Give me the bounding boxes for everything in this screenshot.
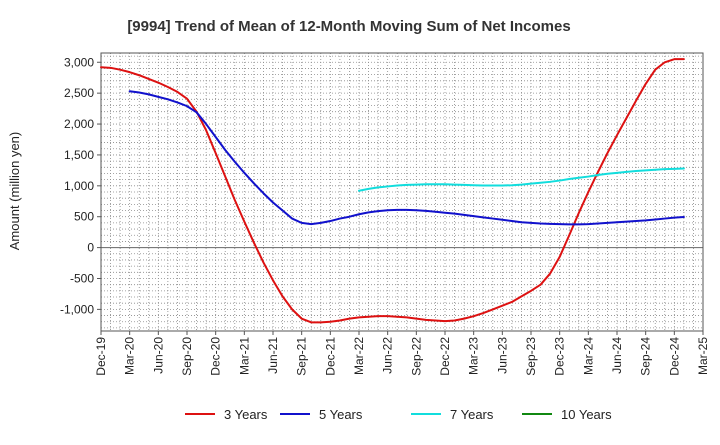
x-tick-label: Jun-23 — [495, 337, 509, 374]
y-tick-label: 3,000 — [64, 55, 94, 69]
x-tick-label: Jun-24 — [610, 337, 624, 374]
series-line-7-years — [358, 167, 685, 192]
chart-title: [9994] Trend of Mean of 12-Month Moving … — [127, 18, 570, 35]
legend-label-7-years: 7 Years — [450, 407, 494, 422]
y-tick-label: -500 — [70, 271, 94, 285]
plot-frame — [100, 52, 704, 332]
x-tick-label: Mar-21 — [237, 337, 251, 375]
y-tick-label: 1,500 — [64, 148, 94, 162]
y-axis-label: Amount (million yen) — [7, 132, 22, 251]
y-tick-label: 2,000 — [64, 117, 94, 131]
series-line-5-years — [128, 90, 685, 226]
x-tick-label: Sep-20 — [180, 337, 194, 376]
y-tick-label: 0 — [87, 241, 94, 255]
x-tick-label: Dec-23 — [553, 337, 567, 376]
x-tick-label: Jun-22 — [381, 337, 395, 374]
x-tick-label: Dec-21 — [323, 337, 337, 376]
y-tick-label: 1,000 — [64, 179, 94, 193]
plot-area: -1,000 -500 0 500 1,000 1,500 2,000 2,500 3,000 D… — [60, 52, 710, 376]
x-tick-label: Mar-25 — [696, 337, 710, 375]
x-tick-label: Dec-22 — [438, 337, 452, 376]
x-tick-label: Sep-22 — [409, 337, 423, 376]
x-tick-label: Mar-24 — [581, 337, 595, 375]
x-tick-label: Sep-21 — [295, 337, 309, 376]
y-tick-label: 500 — [74, 210, 94, 224]
y-tick-label: -1,000 — [60, 302, 94, 316]
x-tick-label: Dec-20 — [209, 337, 223, 376]
legend-label-10-years: 10 Years — [561, 407, 612, 422]
x-tick-label: Mar-23 — [467, 337, 481, 375]
x-tick-label: Sep-24 — [639, 337, 653, 376]
legend-label-3-years: 3 Years — [224, 407, 268, 422]
x-tick-label: Sep-23 — [524, 337, 538, 376]
x-tick-label: Jun-21 — [266, 337, 280, 374]
x-tick-label: Mar-22 — [352, 337, 366, 375]
y-tick-label: 2,500 — [64, 86, 94, 100]
x-tick-label: Dec-24 — [667, 337, 681, 376]
x-tick-label: Dec-19 — [94, 337, 108, 376]
x-tick-label: Mar-20 — [123, 337, 137, 375]
x-tick-label: Jun-20 — [151, 337, 165, 374]
legend: 3 Years 5 Years 7 Years 10 Years — [185, 407, 612, 422]
legend-label-5-years: 5 Years — [319, 407, 363, 422]
